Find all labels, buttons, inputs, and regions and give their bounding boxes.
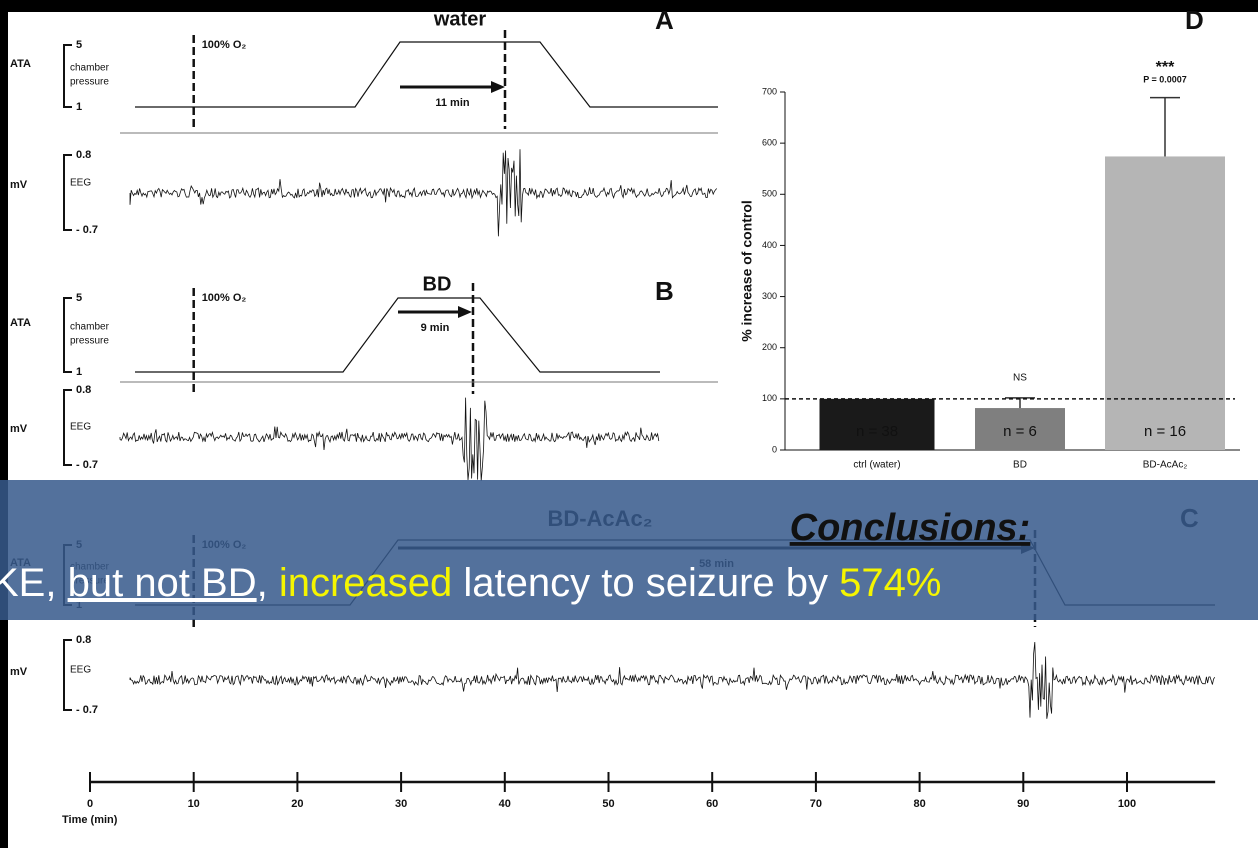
bar	[819, 398, 935, 450]
x-tick-label: BD-AcAc₂	[1143, 460, 1188, 471]
pressure-top: 5	[76, 39, 82, 51]
eeg-bracket	[63, 639, 72, 711]
pressure-trace	[135, 41, 718, 108]
time-tick-label: 90	[1017, 798, 1029, 810]
annotation: NS	[1013, 373, 1027, 384]
x-tick-label: ctrl (water)	[853, 460, 900, 471]
banner-line: KE, but not BD, increased latency to sei…	[0, 561, 941, 605]
banner-segment: latency to seizure by	[452, 561, 839, 605]
time-tick-label: 100	[1118, 798, 1136, 810]
eeg-bottom: - 0.7	[76, 704, 98, 716]
time-tick-label: 60	[706, 798, 718, 810]
annotation: P = 0.0007	[1143, 74, 1187, 84]
bar-label: n = 6	[1003, 423, 1037, 440]
x-tick-label: BD	[1013, 460, 1027, 471]
bar-label: n = 38	[856, 423, 898, 440]
mv-label: mV	[10, 666, 28, 678]
eeg-bottom: - 0.7	[76, 224, 98, 236]
time-tick-label: 0	[87, 798, 93, 810]
condition-label: BD	[423, 273, 452, 295]
banner-segment: ,	[257, 561, 279, 605]
time-tick-label: 10	[188, 798, 200, 810]
banner-segment: increased	[279, 561, 452, 605]
time-tick-label: 80	[913, 798, 925, 810]
eeg-label: EEG	[70, 178, 91, 189]
banner-segment: 574%	[839, 561, 941, 605]
y-tick-label: 500	[762, 189, 777, 199]
mv-label: mV	[10, 179, 28, 191]
y-tick-label: 600	[762, 138, 777, 148]
y-tick-label: 700	[762, 86, 777, 96]
panel-letter: D	[1185, 5, 1204, 35]
pressure-trace	[135, 297, 660, 373]
time-tick-label: 50	[602, 798, 614, 810]
eeg-top: 0.8	[76, 634, 91, 646]
banner	[0, 480, 1258, 620]
condition-label: water	[433, 8, 486, 30]
o2-label: 100% O₂	[202, 39, 247, 51]
ata-label: ATA	[10, 58, 31, 70]
eeg-trace	[119, 397, 660, 481]
pressure-label: chamber	[70, 322, 110, 333]
eeg-trace	[129, 149, 718, 237]
arrow-head	[458, 306, 472, 318]
pressure-label: pressure	[70, 77, 109, 88]
o2-label: 100% O₂	[202, 292, 247, 304]
duration-label: 11 min	[435, 97, 470, 109]
time-axis-label: Time (min)	[62, 814, 118, 826]
pressure-bottom: 1	[76, 101, 82, 113]
banner-segment: but not BD	[68, 561, 257, 605]
time-tick-label: 20	[291, 798, 303, 810]
y-tick-label: 0	[772, 444, 777, 454]
eeg-label: EEG	[70, 665, 91, 676]
time-tick-label: 40	[499, 798, 511, 810]
pressure-bracket	[63, 44, 72, 108]
pressure-top: 5	[76, 292, 82, 304]
eeg-top: 0.8	[76, 149, 91, 161]
y-tick-label: 300	[762, 291, 777, 301]
time-tick-label: 70	[810, 798, 822, 810]
panel-letter: B	[655, 276, 674, 306]
banner-heading: Conclusions:	[790, 507, 1031, 549]
eeg-bracket	[63, 154, 72, 231]
y-tick-label: 200	[762, 342, 777, 352]
duration-label: 9 min	[421, 322, 450, 334]
y-axis-label: % increase of control	[739, 200, 755, 342]
bar-label: n = 16	[1144, 423, 1186, 440]
eeg-bottom: - 0.7	[76, 459, 98, 471]
pressure-bracket	[63, 297, 72, 373]
eeg-label: EEG	[70, 422, 91, 433]
eeg-bracket	[63, 389, 72, 466]
y-tick-label: 400	[762, 240, 777, 250]
y-tick-label: 100	[762, 393, 777, 403]
time-tick-label: 30	[395, 798, 407, 810]
eeg-trace	[129, 641, 1216, 719]
eeg-top: 0.8	[76, 384, 91, 396]
banner-segment: KE,	[0, 561, 68, 605]
bar	[1105, 156, 1225, 450]
pressure-bottom: 1	[76, 366, 82, 378]
arrow-head	[491, 81, 505, 93]
bar	[975, 408, 1065, 450]
pressure-label: chamber	[70, 63, 110, 74]
pressure-label: pressure	[70, 336, 109, 347]
panel-letter: A	[655, 5, 674, 35]
annotation: ***	[1156, 59, 1175, 76]
mv-label: mV	[10, 423, 28, 435]
ata-label: ATA	[10, 317, 31, 329]
background	[8, 12, 1258, 848]
